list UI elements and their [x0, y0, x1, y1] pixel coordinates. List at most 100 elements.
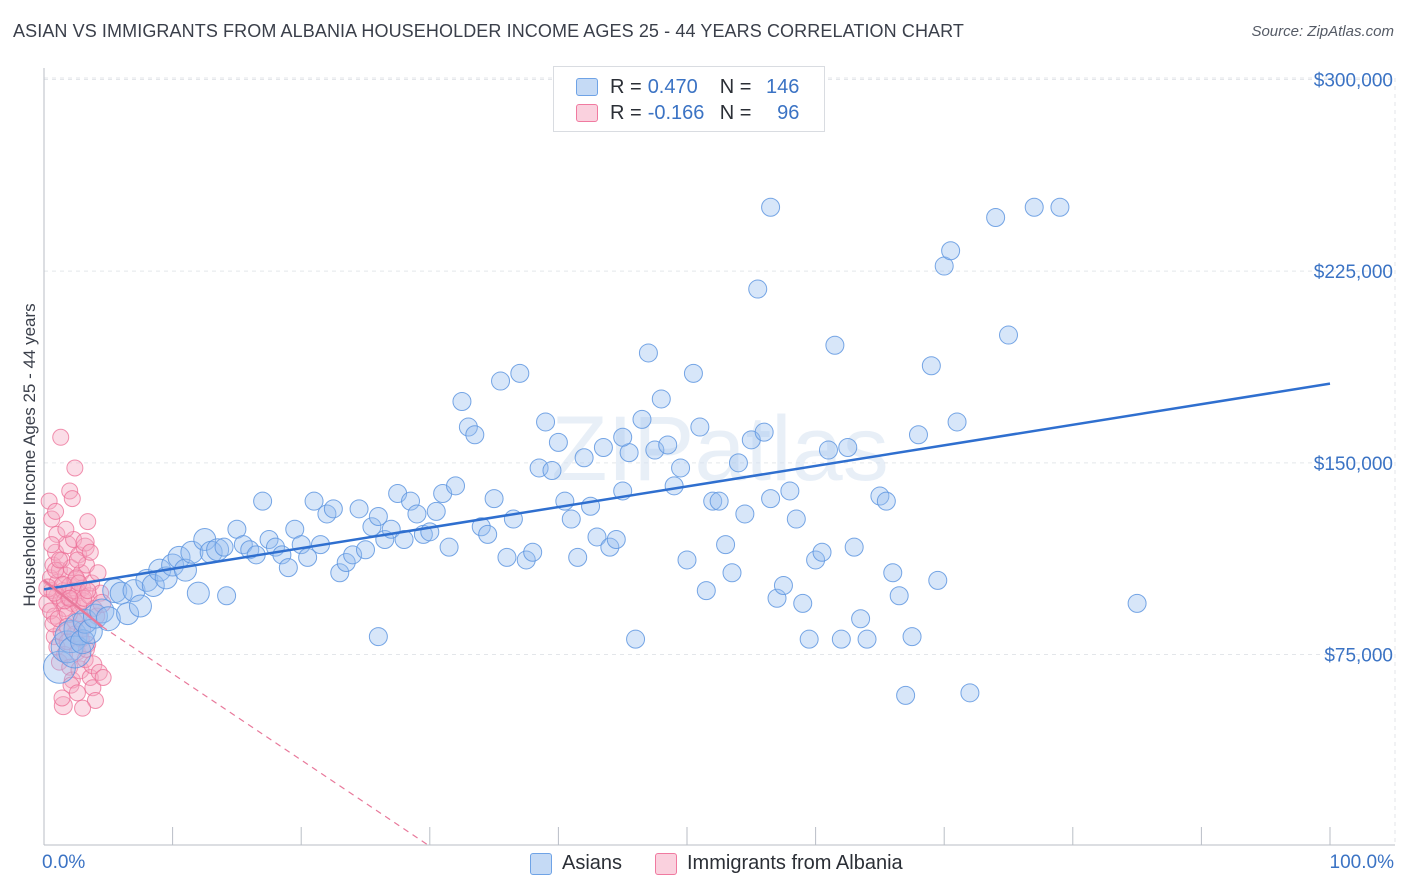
- asian-point: [1050, 197, 1070, 217]
- correlation-legend: R = 0.470 N = 146 R = -0.166 N = 96: [553, 66, 825, 132]
- asian-point: [42, 650, 76, 684]
- asian-point: [613, 427, 633, 447]
- asian-point: [356, 540, 375, 560]
- asian-point: [812, 542, 832, 562]
- albania-point: [68, 551, 86, 569]
- asian-point: [857, 629, 877, 649]
- legend-row-asians: R = 0.470 N = 146: [576, 74, 799, 100]
- asian-point: [536, 412, 556, 432]
- asian-point: [253, 491, 273, 511]
- albania-point: [43, 510, 61, 528]
- albania-point: [75, 589, 93, 607]
- asian-point: [748, 279, 768, 299]
- asian-point: [141, 574, 165, 597]
- r-label: R =: [610, 101, 642, 124]
- asian-point: [278, 558, 298, 578]
- asian-point: [902, 627, 922, 647]
- asian-point: [690, 417, 710, 437]
- asian-point: [754, 422, 774, 442]
- asian-point: [799, 629, 819, 649]
- asian-point: [1024, 197, 1044, 217]
- r-value: 0.470: [647, 75, 698, 98]
- asian-point: [851, 609, 871, 629]
- asian-point: [89, 598, 115, 624]
- asian-point: [516, 550, 536, 570]
- asian-point: [889, 586, 909, 606]
- albania-point: [52, 428, 70, 446]
- series-legend: Asians Immigrants from Albania: [0, 852, 1406, 878]
- n-label: N =: [719, 75, 752, 98]
- asian-point: [600, 537, 620, 557]
- asian-point: [240, 540, 260, 560]
- asian-point: [465, 425, 485, 445]
- asian-point: [548, 432, 568, 452]
- albania-point: [57, 520, 75, 538]
- asians-swatch: [576, 78, 598, 96]
- asian-point: [844, 537, 864, 557]
- asian-point: [349, 499, 369, 519]
- asian-point: [632, 409, 652, 429]
- albania-point: [61, 589, 79, 607]
- x-axis-max-label: 100.0%: [1329, 852, 1394, 873]
- asian-point: [825, 335, 845, 355]
- asian-point: [806, 550, 826, 570]
- source-credit: Source: ZipAtlas.com: [1251, 23, 1394, 40]
- legend-item-asians[interactable]: Asians: [530, 852, 622, 875]
- asian-point: [458, 417, 478, 437]
- asian-point: [941, 241, 961, 261]
- n-value: 146: [766, 75, 800, 98]
- asian-point: [542, 461, 562, 480]
- albania-point: [47, 502, 65, 520]
- albania-point: [40, 492, 58, 510]
- asian-point: [761, 489, 781, 509]
- asians-points: [42, 197, 1147, 705]
- albania-point: [84, 679, 102, 697]
- asian-point: [831, 629, 851, 649]
- asian-point: [186, 581, 210, 605]
- asian-point: [116, 602, 140, 626]
- legend-item-albania[interactable]: Immigrants from Albania: [655, 852, 903, 875]
- asian-point: [304, 491, 324, 511]
- asian-point: [683, 363, 703, 383]
- asian-point: [838, 438, 858, 457]
- asian-point: [343, 545, 363, 565]
- asian-point: [401, 491, 421, 511]
- asian-point: [180, 540, 204, 564]
- asian-point: [426, 501, 446, 521]
- chart-title: ASIAN VS IMMIGRANTS FROM ALBANIA HOUSEHO…: [13, 21, 965, 41]
- asian-point: [128, 594, 152, 618]
- trend-lines: [43, 382, 1331, 847]
- asian-point: [664, 476, 684, 496]
- asian-point: [908, 425, 928, 445]
- asian-point: [716, 535, 736, 555]
- asian-point: [217, 586, 237, 606]
- asian-point: [999, 325, 1018, 345]
- albania-point: [75, 532, 95, 552]
- albania-point: [68, 684, 86, 702]
- asian-point: [568, 547, 588, 567]
- albania-trend-extension: [101, 625, 431, 847]
- asian-point: [574, 448, 594, 468]
- asian-point: [193, 528, 217, 551]
- asian-point: [696, 581, 716, 601]
- y-axis-label: Householder Income Ages 25 - 44 years: [20, 303, 39, 606]
- asian-point: [767, 588, 787, 608]
- asian-point: [523, 542, 543, 562]
- r-value: -0.166: [647, 101, 705, 124]
- albania-point: [50, 551, 68, 569]
- asian-point: [214, 537, 234, 557]
- asian-point: [818, 440, 838, 460]
- albania-points: [38, 428, 112, 717]
- asian-point: [330, 563, 350, 583]
- asian-point: [593, 438, 613, 457]
- asian-point: [786, 509, 806, 529]
- asian-point: [703, 491, 723, 511]
- asian-point: [793, 593, 813, 613]
- n-value: 96: [777, 101, 800, 124]
- asian-point: [921, 356, 941, 376]
- asian-point: [761, 197, 781, 217]
- asian-point: [439, 537, 459, 557]
- asian-point: [484, 489, 504, 509]
- asian-point: [368, 507, 388, 526]
